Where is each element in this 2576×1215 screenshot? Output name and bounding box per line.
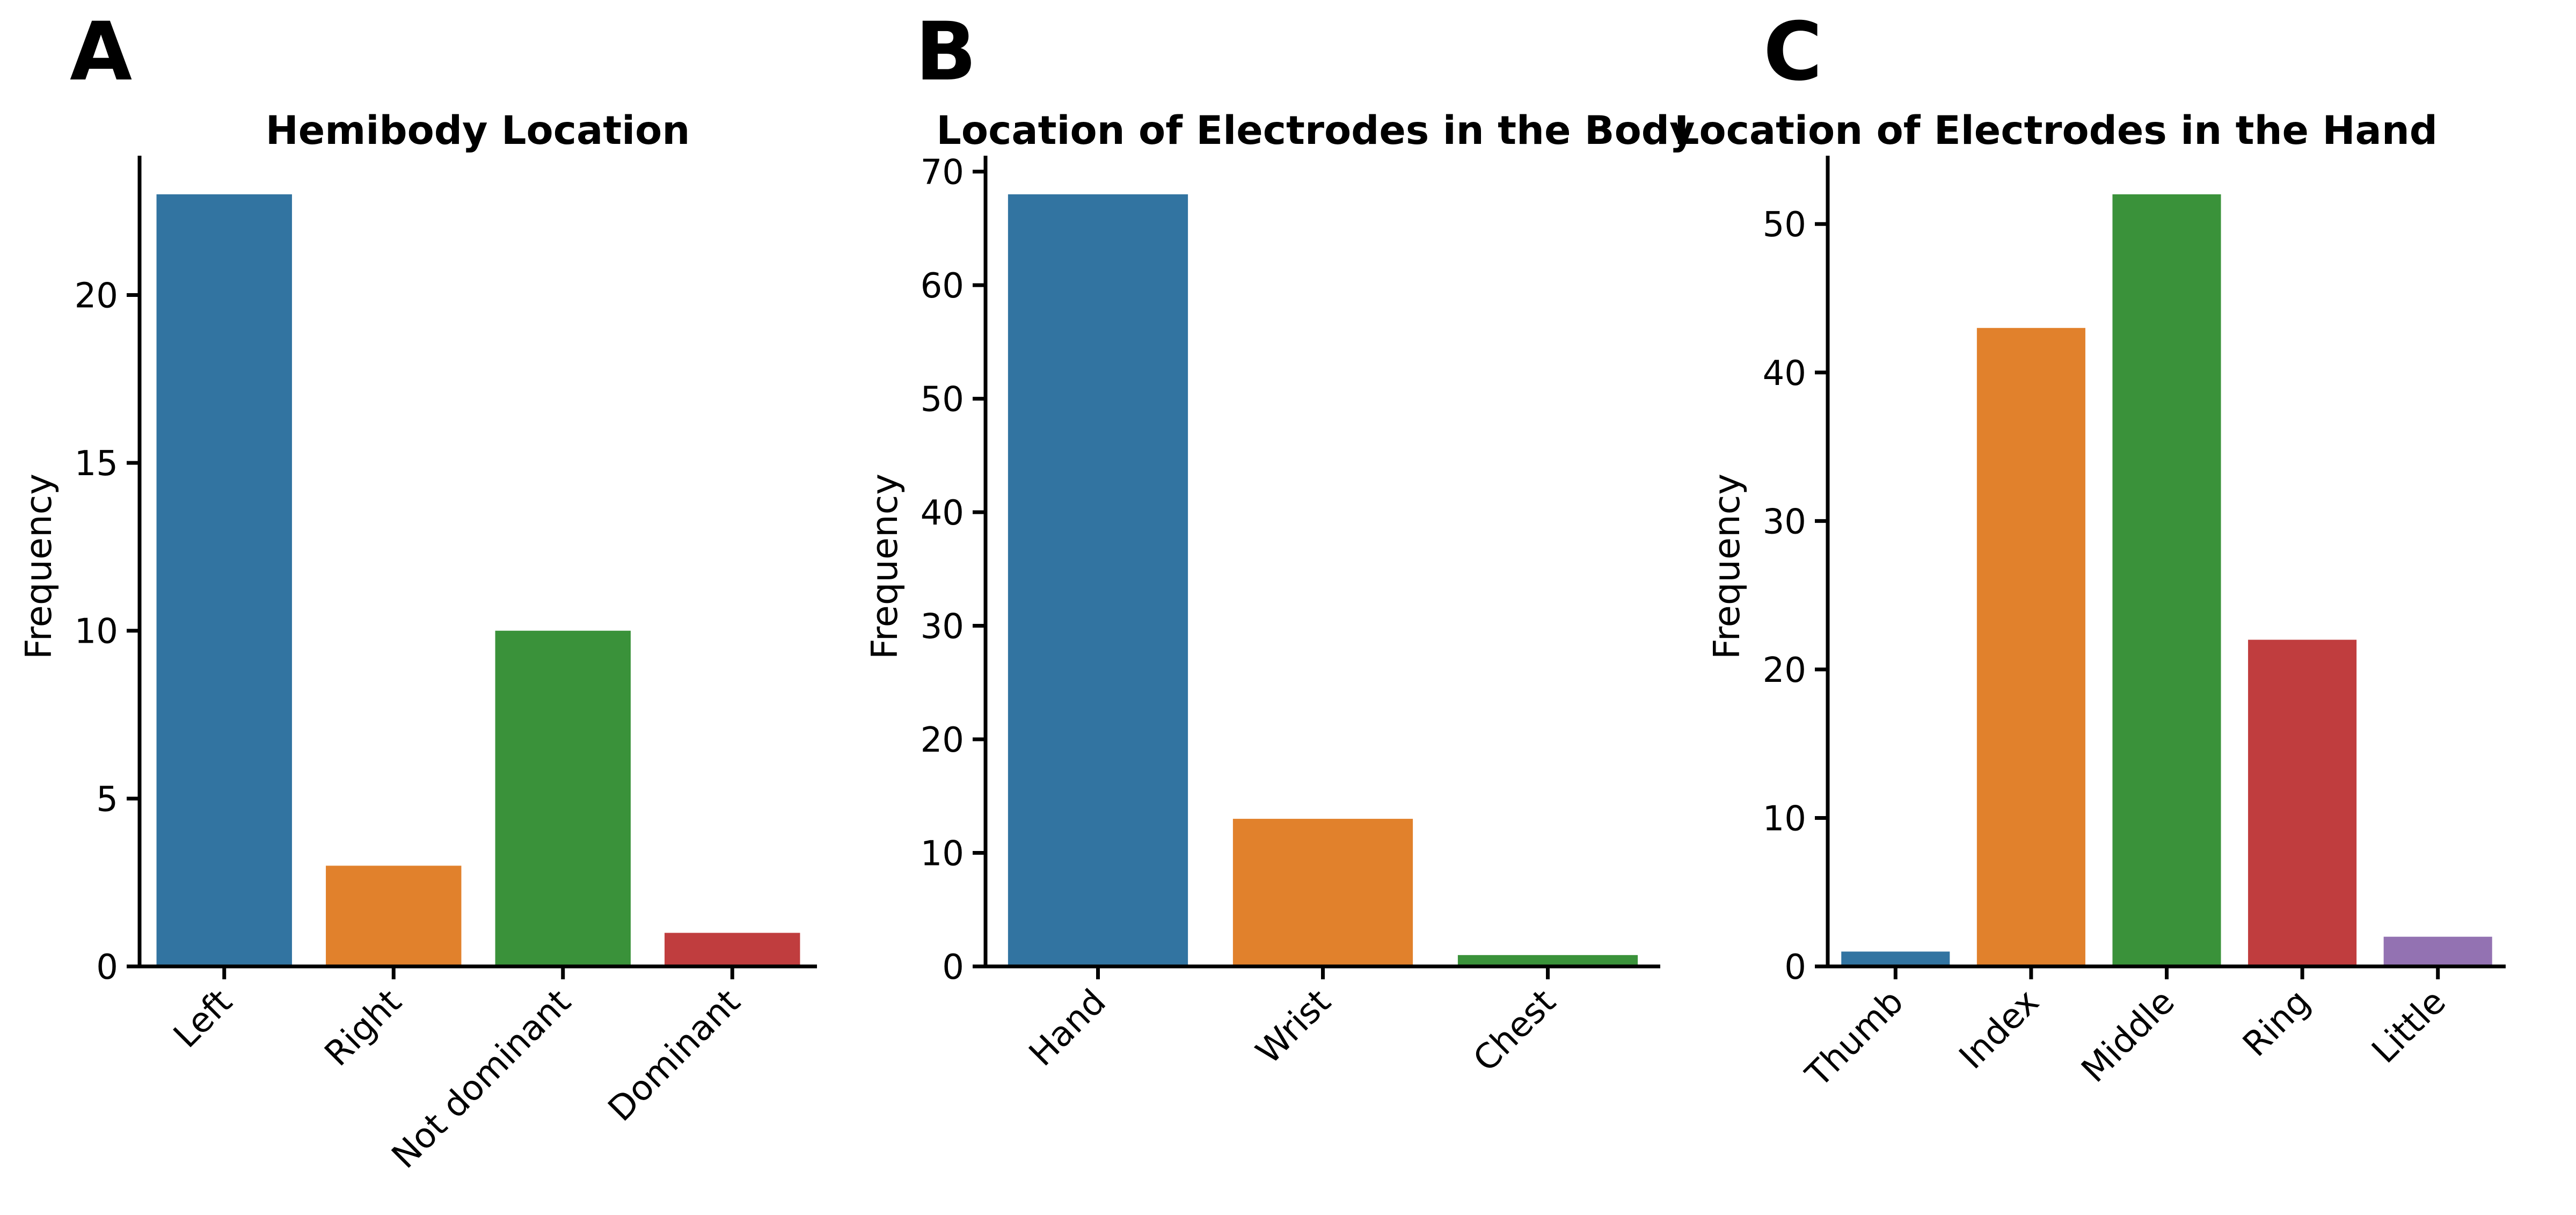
panel-c-title: Location of Electrodes in the Hand [1674, 108, 2438, 154]
panel-c-bar-0 [1841, 951, 1950, 966]
panel-c-letter: C [1763, 5, 1822, 99]
panel-c-ytick-label-4: 40 [1763, 354, 1806, 394]
panel-c-ytick-label-5: 50 [1763, 205, 1806, 245]
panel-c-bar-1 [1976, 328, 2085, 966]
panel-b-bar-1 [1232, 819, 1413, 966]
panel-b-bars [1008, 194, 1638, 966]
panel-b-title: Location of Electrodes in the Body [936, 108, 1695, 154]
panel-a-ylabel: Frequency [18, 474, 60, 659]
panel-b-ytick-label-1: 10 [921, 834, 964, 874]
panel-a-ytick-label-1: 5 [96, 780, 118, 819]
panel-c-ytick-label-2: 20 [1763, 651, 1806, 690]
panel-b-yticks: 0 10 20 30 40 50 60 70 [921, 153, 986, 987]
panel-c-ytick-label-3: 30 [1763, 502, 1806, 542]
panel-b-ytick-label-6: 60 [921, 266, 964, 306]
panel-a-ytick-label-2: 10 [75, 612, 118, 652]
panel-b-bar-0 [1008, 194, 1188, 966]
panel-b-ylabel: Frequency [864, 474, 906, 659]
panel-b-bar-2 [1457, 955, 1638, 966]
panel-c-bars [1841, 194, 2492, 966]
panel-a-bars [156, 194, 800, 966]
panel-b-ytick-label-2: 20 [921, 721, 964, 760]
panel-b-ytick-label-3: 30 [921, 607, 964, 647]
panel-a-yticks: 0 5 10 15 20 [75, 276, 140, 987]
panel-a-ytick-label-3: 15 [75, 444, 118, 484]
panel-a-bar-0 [156, 194, 292, 966]
panel-c-ylabel: Frequency [1706, 474, 1748, 659]
panel-c-bar-2 [2112, 194, 2221, 966]
panel-b-letter: B [915, 5, 976, 99]
panel-c-yticks: 0 10 20 30 40 50 [1763, 205, 1828, 987]
panel-c-bar-3 [2248, 639, 2357, 966]
panel-c-ytick-label-1: 10 [1763, 799, 1806, 839]
panel-b: B Location of Electrodes in the Body Fre… [864, 5, 1695, 1080]
panel-b-ytick-label-5: 50 [921, 380, 964, 420]
panel-b-ytick-label-4: 40 [921, 493, 964, 533]
panel-a-letter: A [70, 5, 132, 99]
panel-c-ytick-label-0: 0 [1784, 948, 1806, 987]
panel-a-ytick-label-4: 20 [75, 276, 118, 316]
panel-a-bar-2 [495, 630, 631, 966]
panel-a-title: Hemibody Location [266, 108, 690, 154]
panel-b-ytick-label-0: 0 [942, 948, 964, 987]
panel-a-ytick-label-0: 0 [96, 948, 118, 987]
panel-a-bar-1 [326, 865, 462, 966]
panel-a-bar-3 [665, 933, 800, 966]
panel-b-ytick-label-7: 70 [921, 153, 964, 193]
panel-c-bar-4 [2383, 936, 2492, 966]
